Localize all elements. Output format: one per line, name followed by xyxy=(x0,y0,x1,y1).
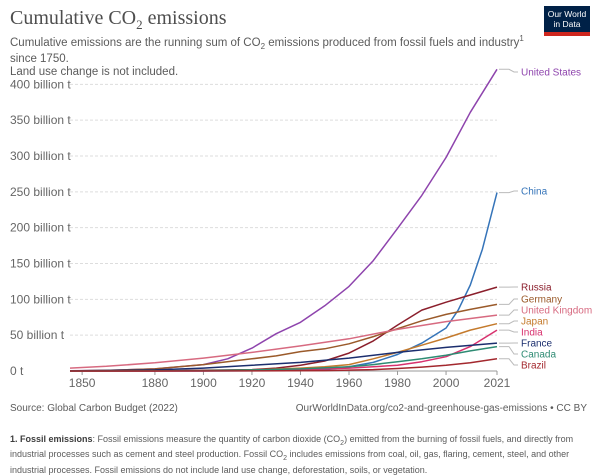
x-tick-label: 2000 xyxy=(433,376,460,390)
y-tick-label: 250 billion t xyxy=(10,185,71,199)
y-tick-label: 350 billion t xyxy=(10,113,71,127)
label-connector xyxy=(499,347,518,354)
line-chart: 0 t 50 billion t 100 billion t 150 billion … xyxy=(0,0,600,400)
y-tick-label: 300 billion t xyxy=(10,149,71,163)
label-connector xyxy=(499,191,518,193)
label-connector xyxy=(499,69,518,72)
series-label-india: India xyxy=(521,328,543,339)
series-line-china xyxy=(70,193,497,371)
x-tick-label: 1980 xyxy=(384,376,411,390)
series-line-united-states xyxy=(70,69,497,371)
series-label-china: China xyxy=(521,187,548,198)
x-tick-label: 1880 xyxy=(142,376,169,390)
x-tick-label: 1900 xyxy=(190,376,217,390)
series-label-united-states: United States xyxy=(521,68,581,79)
label-connector xyxy=(499,359,518,365)
y-tick-label: 400 billion t xyxy=(10,77,71,91)
y-tick-label: 50 billion t xyxy=(10,328,65,342)
series-label-france: France xyxy=(521,339,553,350)
series-label-russia: Russia xyxy=(521,283,552,294)
y-tick-label: 150 billion t xyxy=(10,257,71,271)
footnote-heading: 1. Fossil emissions xyxy=(10,434,93,444)
y-tick-label: 200 billion t xyxy=(10,221,71,235)
x-tick-label: 2021 xyxy=(484,376,511,390)
series-label-germany: Germany xyxy=(521,295,562,306)
x-tick-label: 1920 xyxy=(239,376,266,390)
series-label-japan: Japan xyxy=(521,317,548,328)
x-tick-label: 1960 xyxy=(336,376,363,390)
series-label-brazil: Brazil xyxy=(521,361,546,372)
source-text: Source: Global Carbon Budget (2022) xyxy=(10,403,178,414)
footnote: 1. Fossil emissions: Fossil emissions me… xyxy=(10,434,595,475)
x-tick-label: 1940 xyxy=(287,376,314,390)
x-tick-label: 1850 xyxy=(69,376,96,390)
y-tick-label: 0 t xyxy=(10,364,24,378)
series-label-canada: Canada xyxy=(521,350,556,361)
label-connector xyxy=(499,330,518,332)
series-line-germany xyxy=(70,304,497,371)
source-url-link[interactable]: OurWorldInData.org/co2-and-greenhouse-ga… xyxy=(296,403,587,414)
label-connector xyxy=(499,299,518,304)
series-label-united-kingdom: United Kingdom xyxy=(521,306,592,317)
label-connector xyxy=(499,310,518,315)
label-connector xyxy=(499,321,518,324)
y-tick-label: 100 billion t xyxy=(10,292,71,306)
